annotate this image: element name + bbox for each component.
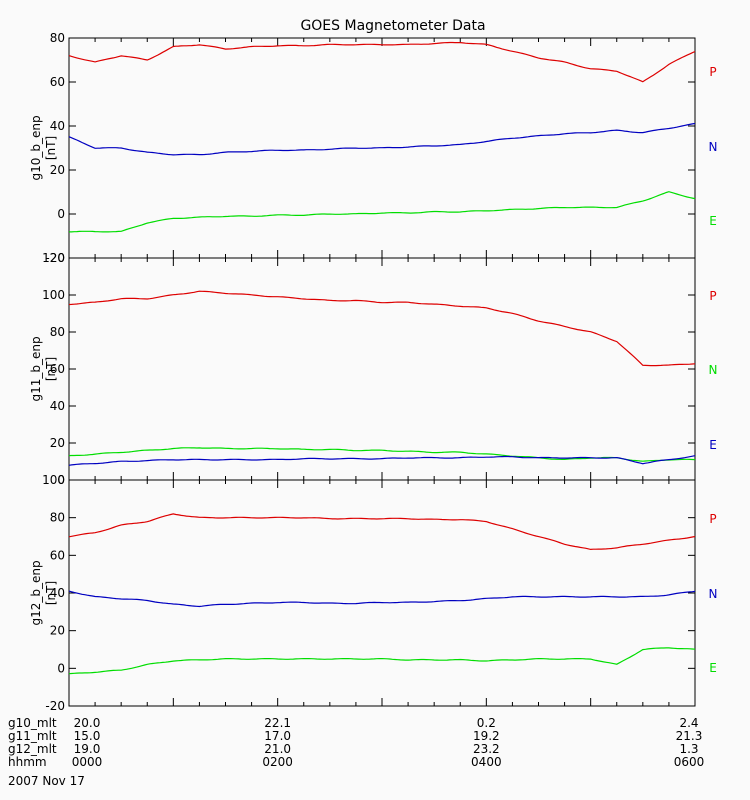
legend-e: E — [709, 661, 717, 675]
panel-2: 0 20 40 60 80 100 120 g11_b_enp [nT] P N E — [29, 251, 717, 487]
footer-value: 0600 — [674, 755, 705, 769]
footer-date: 2007 Nov 17 — [8, 774, 85, 788]
footer-value: 19.2 — [473, 729, 500, 743]
y-axis-label: g10_b_enp — [29, 115, 43, 180]
y-tick-label: 20 — [50, 436, 65, 450]
legend-e: E — [709, 214, 717, 228]
footer-value: 20.0 — [74, 716, 101, 730]
footer-value: 22.1 — [264, 716, 291, 730]
series-line-e — [68, 455, 696, 466]
legend-p: P — [709, 512, 716, 526]
footer-value: 15.0 — [74, 729, 101, 743]
series-line-e — [69, 191, 696, 233]
series-line-n — [68, 122, 696, 156]
series-line-p — [68, 41, 696, 83]
y-tick-label: 40 — [50, 119, 65, 133]
y-tick-label: 80 — [50, 31, 65, 45]
series-line-p — [68, 290, 696, 367]
y-tick-label: 0 — [57, 473, 65, 487]
footer-value: 23.2 — [473, 742, 500, 756]
y-tick-label: 40 — [50, 399, 65, 413]
y-tick-label: 20 — [50, 624, 65, 638]
y-tick-label: 20 — [50, 163, 65, 177]
y-tick-label: 40 — [50, 586, 65, 600]
y-tick-label: 80 — [50, 325, 65, 339]
y-tick-label: 0 — [57, 207, 65, 221]
series-line-e — [68, 647, 696, 675]
y-tick-label: 0 — [57, 661, 65, 675]
legend-n: N — [709, 587, 718, 601]
footer: 2007 Nov 17 g10_mlt 20.0 22.1 0.2 2.4 g11_mlt… — [8, 716, 704, 788]
footer-value: 0200 — [262, 755, 293, 769]
legend-p: P — [709, 65, 716, 79]
footer-value: 0000 — [72, 755, 103, 769]
y-tick-label: 100 — [42, 473, 65, 487]
footer-row-label: g11_mlt — [8, 729, 57, 743]
y-axis-label: g11_b_enp — [29, 336, 43, 401]
panel-frame — [68, 479, 696, 707]
y-tick-label: -20 — [45, 699, 65, 713]
footer-value: 21.0 — [264, 742, 291, 756]
y-axis-unit: [nT] — [44, 136, 58, 160]
y-axis-unit: [nT] — [44, 357, 58, 381]
footer-row-label: hhmm — [8, 755, 47, 769]
series-line-n — [68, 590, 696, 608]
y-tick-label: 80 — [50, 511, 65, 525]
panel-1: -20 0 20 40 60 80 g10_b_enp [nT] P N E — [29, 31, 717, 265]
y-tick-label: -20 — [45, 251, 65, 265]
footer-row-label: g12_mlt — [8, 742, 57, 756]
panel-frame — [68, 257, 696, 481]
y-axis-label: g12_b_enp — [29, 560, 43, 625]
series-line-p — [68, 513, 696, 551]
footer-value: 1.3 — [679, 742, 698, 756]
legend-n: N — [709, 140, 718, 154]
footer-value: 0400 — [471, 755, 502, 769]
panel-3: -20 0 20 40 60 80 100 g12_b_enp [nT] P N E — [29, 473, 717, 713]
legend-e: E — [709, 438, 717, 452]
footer-value: 17.0 — [264, 729, 291, 743]
footer-value: 21.3 — [676, 729, 703, 743]
y-axis-unit: [nT] — [44, 581, 58, 605]
y-tick-label: 120 — [42, 251, 65, 265]
footer-value: 0.2 — [477, 716, 496, 730]
footer-value: 2.4 — [679, 716, 698, 730]
y-tick-label: 100 — [42, 288, 65, 302]
footer-value: 19.0 — [74, 742, 101, 756]
y-tick-label: 60 — [50, 75, 65, 89]
y-tick-label: 60 — [50, 362, 65, 376]
y-tick-label: 60 — [50, 548, 65, 562]
footer-row-label: g10_mlt — [8, 716, 57, 730]
chart-title: GOES Magnetometer Data — [300, 18, 485, 34]
legend-p: P — [709, 289, 716, 303]
legend-n: N — [709, 363, 718, 377]
